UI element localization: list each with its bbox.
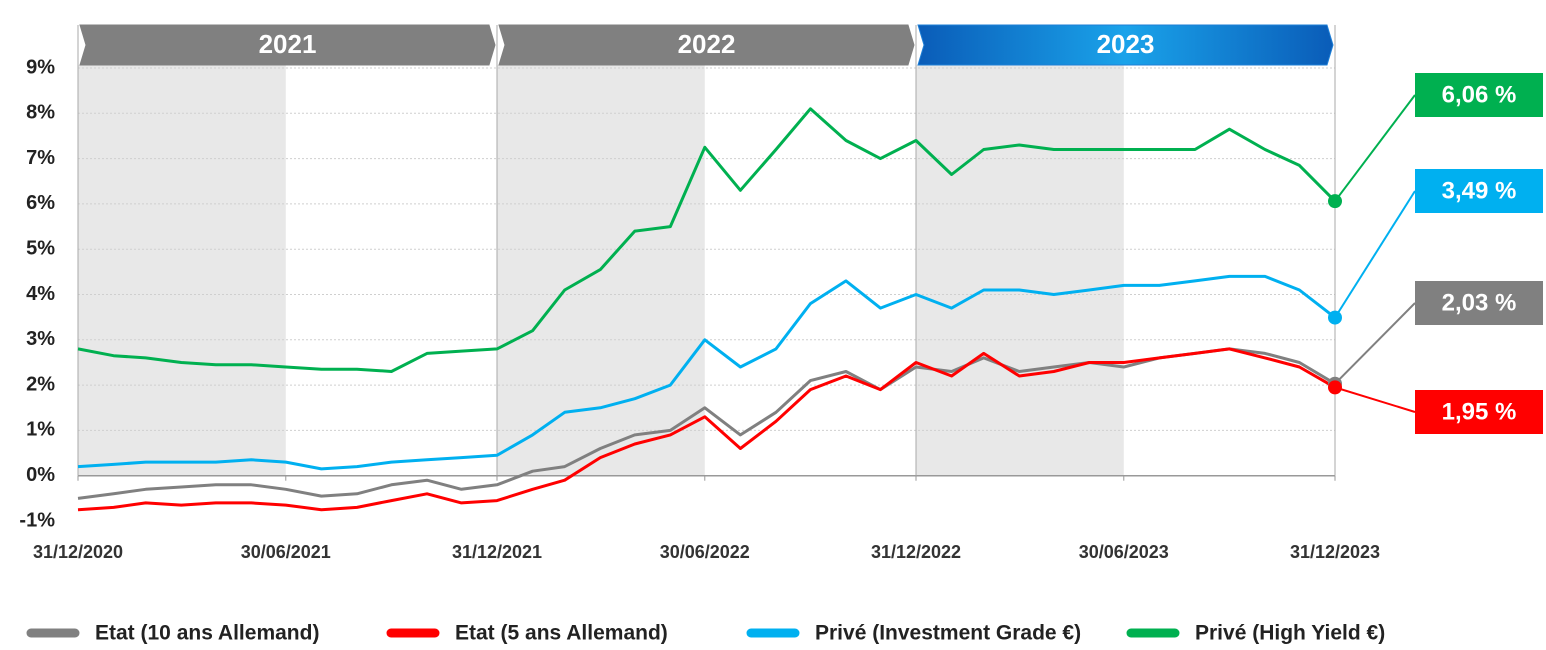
- period-header: [917, 24, 1334, 66]
- y-tick-label: -1%: [19, 509, 55, 531]
- series-line: [77, 347, 1336, 500]
- end-point: [1328, 194, 1342, 209]
- end-label-box: [1415, 73, 1543, 117]
- label-connector: [1334, 386, 1416, 413]
- y-tick-label: 6%: [26, 192, 55, 214]
- end-point: [1328, 380, 1342, 395]
- legend-label: Etat (5 ans Allemand): [455, 622, 668, 645]
- y-tick-label: 8%: [26, 102, 55, 124]
- period-label: 2021: [259, 29, 317, 59]
- half-year-shade: [916, 65, 1124, 476]
- label-connector: [1334, 190, 1416, 319]
- x-tick-label: 30/06/2022: [660, 542, 750, 562]
- end-label-box: [1415, 390, 1543, 434]
- period-label: 2023: [1097, 29, 1155, 59]
- x-tick-label: 31/12/2023: [1290, 542, 1380, 562]
- period-header: [498, 24, 915, 66]
- x-tick-label: 31/12/2021: [452, 542, 542, 562]
- y-tick-label: 3%: [26, 328, 55, 350]
- legend-label: Privé (High Yield €): [1195, 622, 1385, 645]
- y-tick-label: 2%: [26, 373, 55, 395]
- end-label: 2,03 %: [1442, 289, 1517, 316]
- half-year-shade: [78, 65, 286, 476]
- series-line: [77, 347, 1336, 512]
- label-connector: [1334, 302, 1416, 385]
- x-tick-label: 30/06/2023: [1079, 542, 1169, 562]
- period-label: 2022: [678, 29, 736, 59]
- x-tick-label: 31/12/2020: [33, 542, 123, 562]
- legend-label: Privé (Investment Grade €): [815, 622, 1081, 645]
- y-tick-label: 9%: [26, 56, 55, 78]
- y-tick-label: 1%: [26, 419, 55, 441]
- end-label: 6,06 %: [1442, 81, 1517, 108]
- series-line: [77, 274, 1336, 471]
- end-point: [1328, 310, 1342, 325]
- x-tick-label: 30/06/2021: [241, 542, 331, 562]
- end-label-box: [1415, 281, 1543, 325]
- y-tick-label: 4%: [26, 283, 55, 305]
- end-label: 3,49 %: [1442, 177, 1517, 204]
- period-header: [79, 24, 496, 66]
- y-tick-label: 0%: [26, 464, 55, 486]
- series-line: [77, 107, 1337, 373]
- label-connector: [1334, 94, 1416, 202]
- legend-label: Etat (10 ans Allemand): [95, 622, 319, 645]
- y-tick-label: 5%: [26, 237, 55, 259]
- y-tick-label: 7%: [26, 147, 55, 169]
- x-tick-label: 31/12/2022: [871, 542, 961, 562]
- end-label: 1,95 %: [1442, 398, 1517, 425]
- end-label-box: [1415, 169, 1543, 213]
